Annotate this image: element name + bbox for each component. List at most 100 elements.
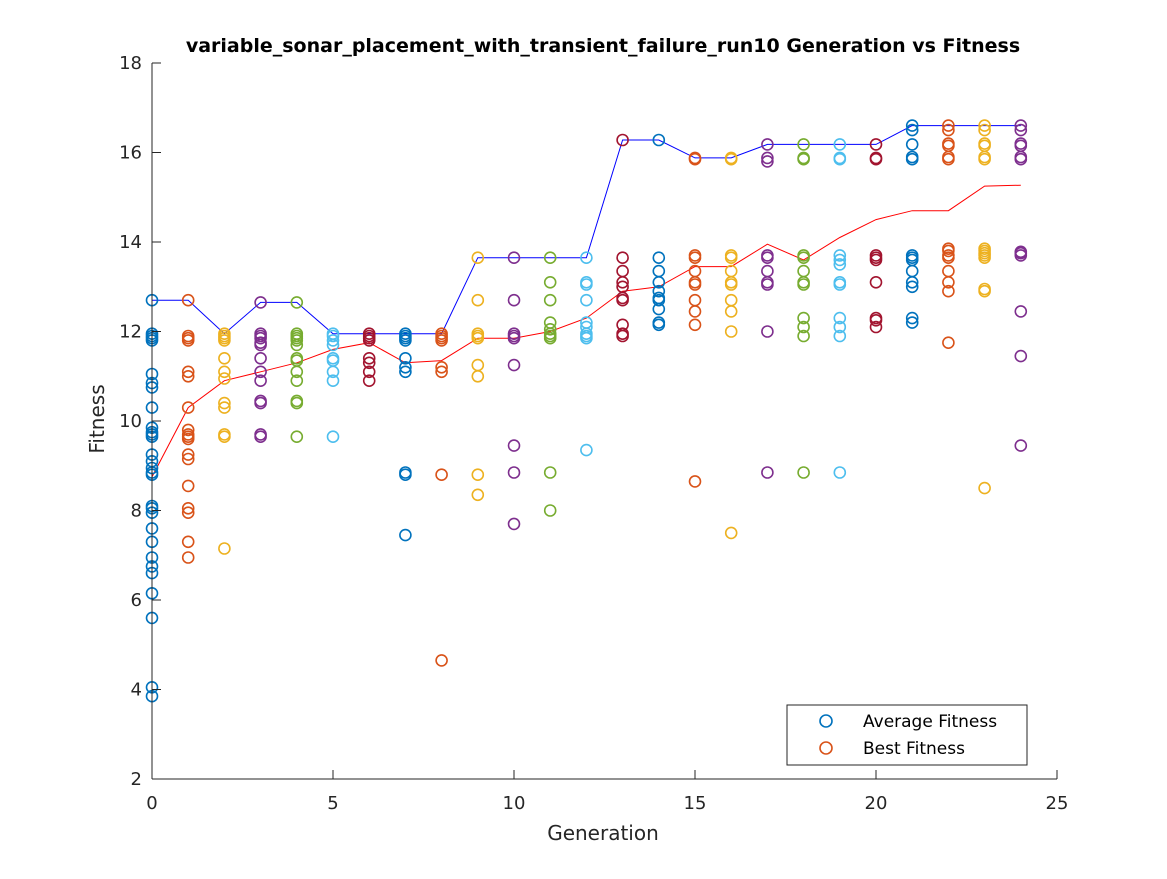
data-point — [1014, 249, 1028, 262]
legend-label: Best Fitness — [863, 739, 965, 759]
data-point — [435, 468, 448, 482]
legend-marker — [819, 714, 833, 728]
data-point — [218, 542, 231, 555]
legend-label: Average Fitness — [863, 712, 997, 732]
data-point — [362, 365, 376, 379]
data-point — [543, 293, 557, 307]
data-point — [181, 334, 195, 347]
data-point — [471, 468, 485, 482]
data-point — [254, 396, 267, 410]
data-point — [905, 123, 919, 137]
data-point — [507, 358, 521, 372]
data-point — [218, 401, 231, 414]
data-point — [797, 251, 810, 265]
data-point — [761, 138, 774, 151]
data-point — [181, 401, 195, 414]
y-tick-label: 18 — [119, 53, 142, 74]
data-point — [833, 320, 847, 334]
data-point — [652, 284, 666, 298]
data-point — [797, 311, 810, 325]
data-point — [942, 119, 955, 132]
data-point — [362, 351, 376, 365]
data-point — [290, 430, 304, 444]
data-point — [1014, 439, 1028, 452]
data-point — [362, 334, 376, 347]
data-point — [942, 284, 955, 298]
data-point — [942, 152, 955, 166]
y-tick-label: 8 — [131, 501, 142, 522]
legend-box — [786, 704, 1028, 766]
data-point — [362, 374, 376, 388]
data-point — [254, 365, 267, 379]
data-point — [543, 331, 557, 345]
data-point — [326, 334, 340, 347]
data-point — [580, 293, 593, 307]
data-point — [580, 251, 593, 265]
data-point — [471, 369, 485, 383]
data-point — [362, 356, 376, 370]
y-tick-label: 2 — [131, 769, 142, 790]
data-point — [435, 365, 448, 379]
data-point — [869, 320, 883, 334]
plot-area — [152, 63, 1057, 779]
data-point — [616, 133, 629, 147]
legend-marker — [819, 741, 833, 755]
data-point — [181, 369, 195, 383]
x-tick-label: 15 — [684, 793, 707, 814]
data-point — [507, 293, 521, 307]
data-point — [1014, 123, 1028, 137]
data-point — [688, 278, 702, 291]
data-point — [761, 278, 774, 291]
data-point — [507, 466, 521, 479]
data-point — [652, 251, 666, 265]
data-point — [942, 123, 955, 137]
data-point — [399, 360, 412, 374]
data-point — [181, 423, 195, 437]
data-point — [905, 280, 919, 294]
data-point — [833, 249, 847, 262]
data-point — [181, 506, 195, 520]
y-tick-label: 14 — [119, 232, 142, 253]
data-point — [580, 331, 593, 345]
data-point — [761, 325, 774, 338]
data-point — [761, 251, 774, 265]
data-point — [797, 320, 810, 334]
data-point — [218, 430, 231, 444]
data-point — [218, 372, 231, 385]
data-point — [254, 296, 267, 309]
data-point — [218, 334, 231, 347]
data-point — [399, 334, 412, 347]
y-tick-label: 6 — [131, 590, 142, 611]
data-point — [869, 275, 883, 289]
data-point — [507, 251, 521, 265]
data-point — [652, 275, 666, 289]
y-tick-label: 12 — [119, 322, 142, 343]
data-point — [616, 293, 629, 307]
data-point — [290, 338, 304, 352]
data-point — [833, 466, 847, 479]
data-point — [797, 329, 810, 343]
data-point — [543, 275, 557, 289]
data-point — [905, 119, 919, 132]
data-point — [218, 396, 231, 410]
data-point — [978, 119, 991, 132]
data-point — [435, 654, 448, 667]
data-point — [435, 334, 448, 347]
data-point — [218, 365, 231, 379]
data-point — [616, 251, 629, 265]
data-point — [797, 138, 810, 151]
data-point — [942, 244, 955, 258]
average-fitness-line — [151, 184, 1021, 478]
data-point — [1014, 152, 1028, 166]
data-point — [471, 251, 485, 265]
data-point — [724, 526, 738, 540]
data-point — [688, 251, 702, 265]
y-axis-label: Fitness — [85, 384, 109, 453]
data-point — [761, 155, 774, 168]
data-point — [688, 152, 702, 166]
data-point — [942, 336, 955, 350]
data-point — [218, 351, 231, 365]
data-point — [543, 251, 557, 265]
data-point — [833, 258, 847, 271]
